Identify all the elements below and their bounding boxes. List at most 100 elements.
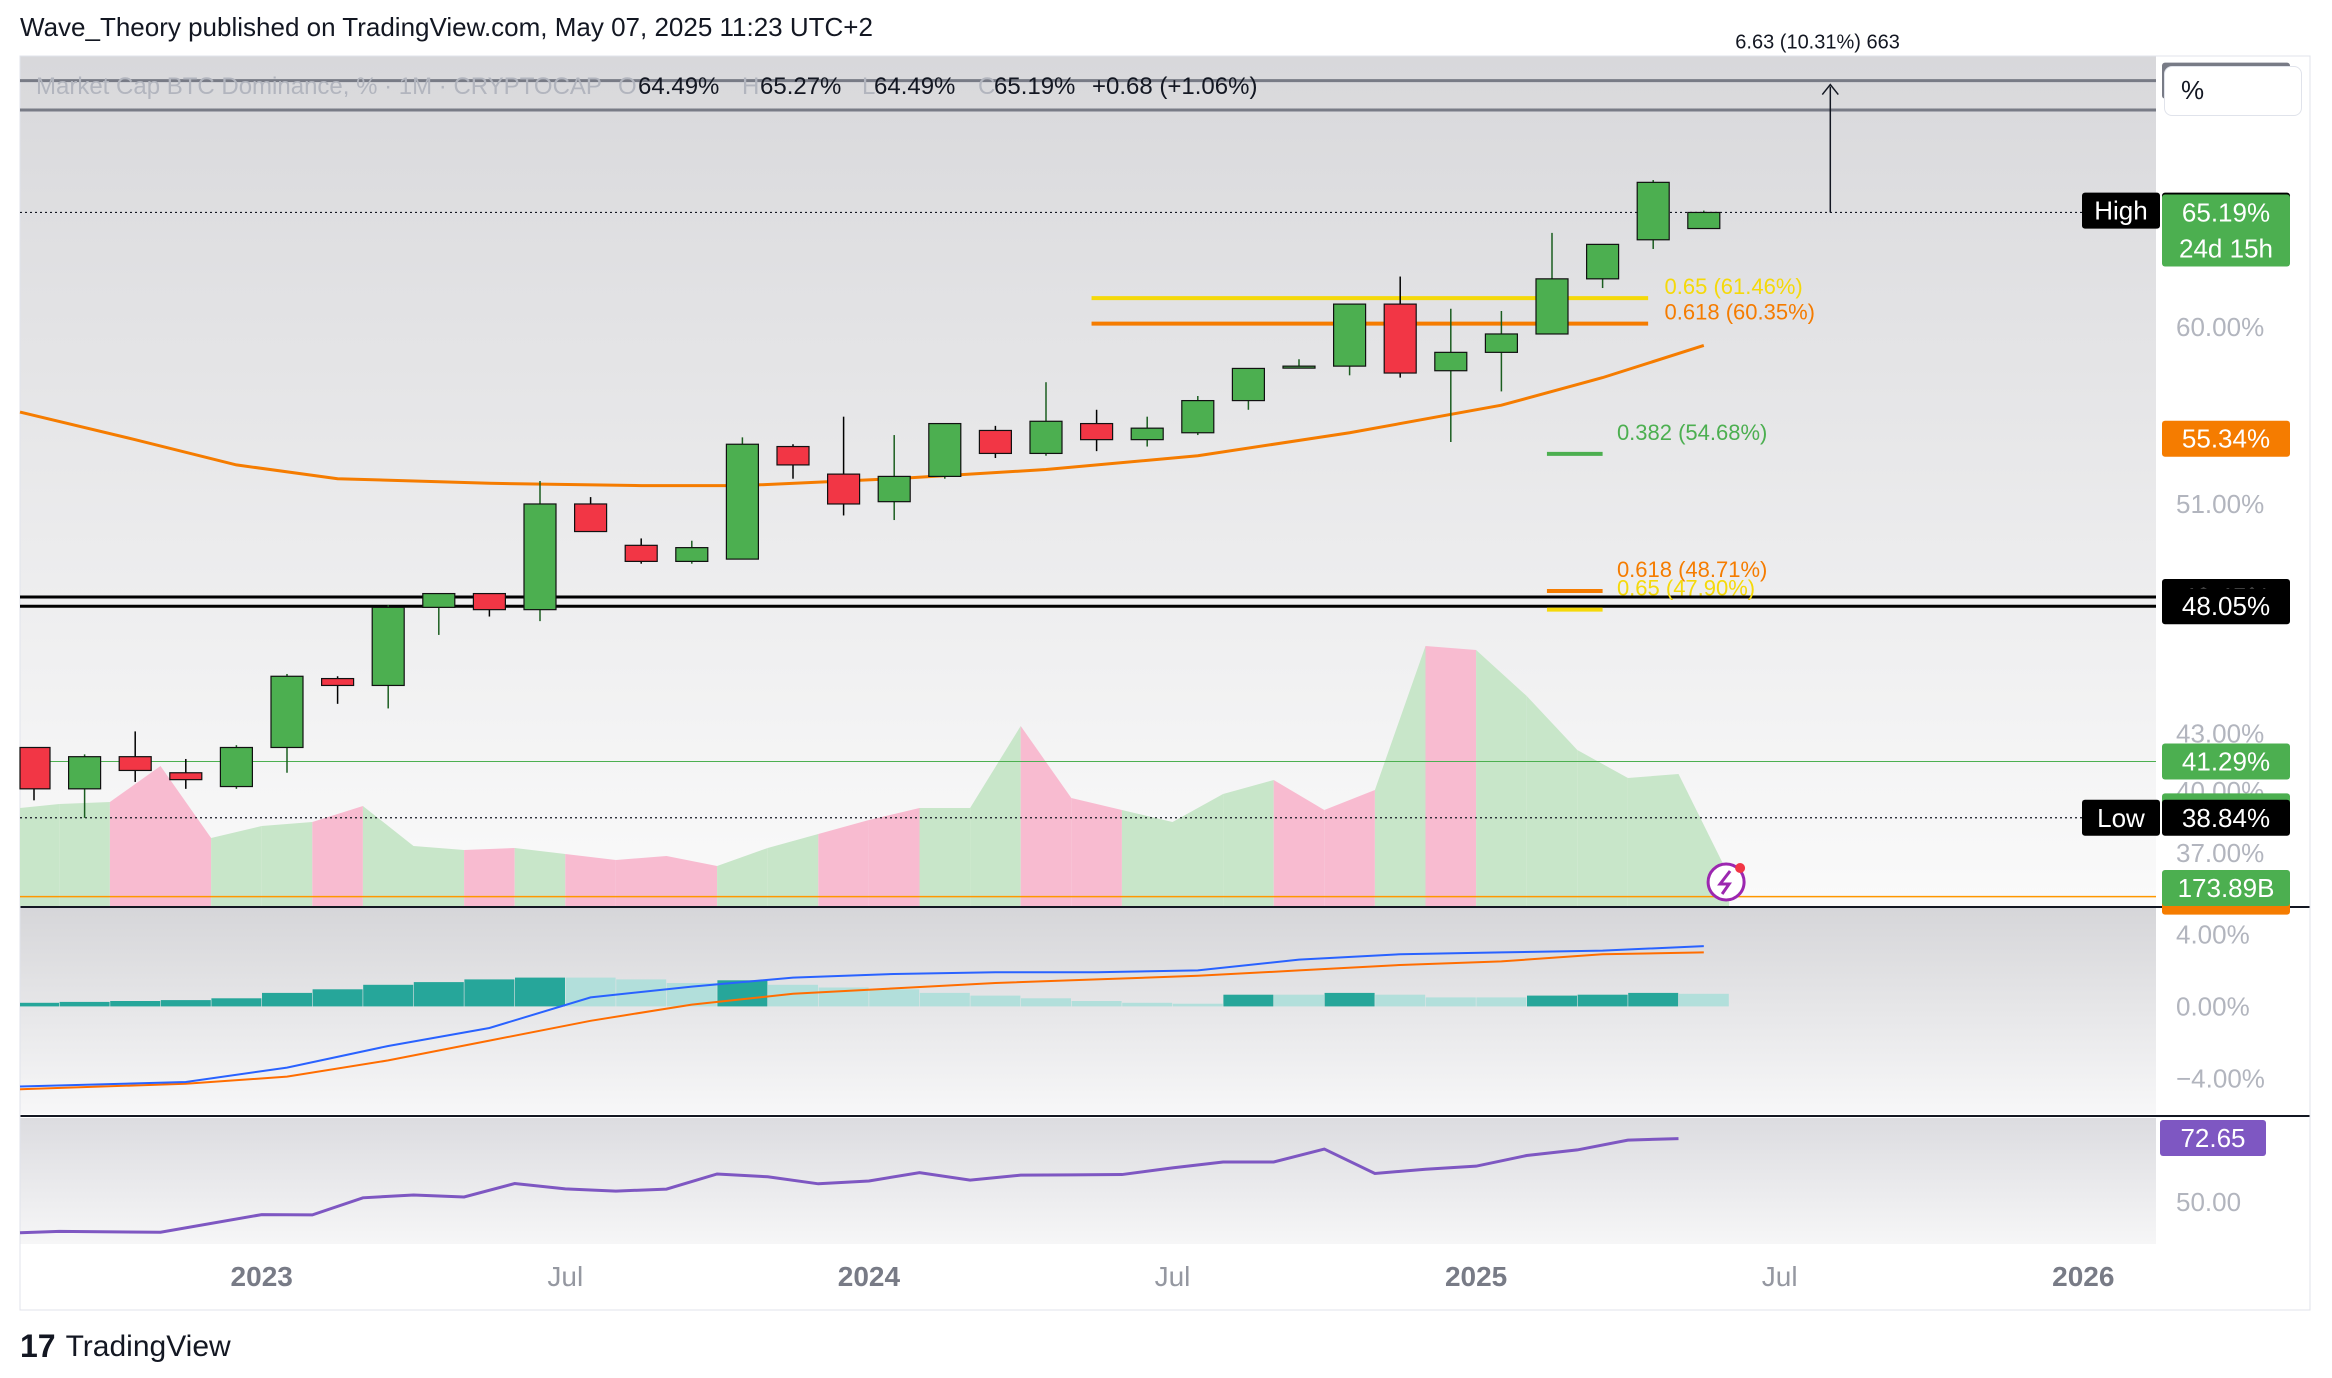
- volume-segment: [1020, 726, 1072, 906]
- time-axis-tick-label: Jul: [1762, 1261, 1798, 1292]
- macd-histogram-bar: [1678, 993, 1729, 1007]
- volume-segment: [160, 766, 212, 906]
- candle-body: [1535, 278, 1569, 335]
- macd-axis-tick-label: 4.00%: [2176, 919, 2250, 949]
- candle-body: [725, 443, 760, 560]
- candle-body: [1282, 365, 1316, 369]
- macd-histogram-bar: [1425, 997, 1476, 1007]
- macd-histogram-bar: [59, 1001, 110, 1007]
- candle-body: [1029, 420, 1063, 455]
- macd-histogram-bar: [1021, 998, 1071, 1007]
- price-tag: [2162, 799, 2290, 836]
- publisher-line: Wave_Theory published on TradingView.com…: [20, 12, 873, 42]
- volume-tag: [2162, 870, 2290, 906]
- macd-histogram-bar: [1476, 997, 1527, 1007]
- candle-body: [1585, 243, 1620, 280]
- legend-close-value: 65.19%: [994, 73, 1075, 100]
- macd-signal-line: [19, 951, 1704, 1091]
- macd-histogram-bar: [1172, 1003, 1223, 1007]
- volume-segment: [565, 854, 616, 906]
- macd-histogram-bar: [160, 1000, 211, 1007]
- fib-level-label: 0.618 (48.71%): [1617, 557, 1767, 582]
- tradingview-footer: 17 TradingView: [20, 1328, 231, 1365]
- macd-pane-background: [20, 908, 2156, 1114]
- candle-body: [1181, 399, 1215, 434]
- side-tag: [2082, 799, 2160, 836]
- macd-histogram-bar: [363, 984, 414, 1007]
- macd-histogram-bar: [717, 980, 768, 1007]
- volume-segment: [59, 802, 110, 906]
- volume-segment: [20, 804, 60, 906]
- macd-histogram-bar: [515, 977, 565, 1007]
- macd-histogram-bar: [312, 989, 363, 1007]
- candle-body: [877, 475, 911, 503]
- volume-segment: [1223, 780, 1274, 906]
- rsi-pane-background: [20, 1118, 2156, 1244]
- macd-histogram-bar: [1071, 1001, 1122, 1007]
- macd-histogram-bar: [1324, 992, 1375, 1007]
- volume-segment: [818, 820, 869, 906]
- alert-flash-icon: [1706, 862, 1746, 902]
- legend-high-value: 65.27%: [760, 73, 841, 100]
- time-axis-tick-label: 2023: [231, 1261, 293, 1292]
- legend-close-label: C: [978, 73, 995, 100]
- macd-histogram-bar: [1628, 992, 1679, 1007]
- volume-segment: [1577, 750, 1628, 906]
- candle-body: [1079, 422, 1114, 441]
- volume-segment: [514, 848, 566, 906]
- macd-histogram-bar: [413, 982, 464, 1007]
- fib-level-label: 0.65 (47.90%): [1617, 576, 1755, 601]
- price-tag: [2162, 743, 2290, 780]
- candle-body: [19, 746, 51, 790]
- candle-body: [1231, 367, 1266, 402]
- legend-low-label: L: [862, 73, 875, 100]
- volume-segment: [312, 806, 363, 906]
- candle-body: [1636, 181, 1670, 241]
- time-axis-tick-label: 2026: [2052, 1261, 2114, 1292]
- rsi-tag-label: 72.65: [2180, 1123, 2245, 1153]
- macd-line: [19, 945, 1704, 1088]
- volume-segment: [362, 806, 414, 906]
- macd-histogram-bar: [970, 995, 1021, 1007]
- macd-axis-tick-label: 0.00%: [2176, 991, 2250, 1021]
- macd-histogram-bar: [768, 984, 818, 1007]
- candle-body: [67, 756, 102, 790]
- price-tag-label: 65.19%: [2182, 197, 2270, 227]
- macd-histogram-bar: [211, 998, 262, 1007]
- price-tag-label: 55.34%: [2182, 424, 2270, 454]
- side-tag-label: High: [2094, 196, 2147, 226]
- fib-level-label: 0.382 (54.68%): [1617, 420, 1767, 445]
- candle-body: [1332, 303, 1367, 367]
- candle-body: [1484, 333, 1519, 353]
- volume-segment: [1627, 774, 1679, 906]
- macd-histogram-bar: [110, 1001, 161, 1007]
- macd-histogram-bar: [1274, 994, 1324, 1007]
- volume-segment: [1071, 798, 1122, 906]
- macd-histogram-bar: [1527, 995, 1577, 1007]
- time-axis-tick-label: Jul: [547, 1261, 583, 1292]
- tradingview-logo-icon: 17: [20, 1328, 56, 1364]
- measure-arrow-head: [1821, 83, 1839, 96]
- candle-body: [118, 756, 152, 772]
- macd-histogram-bar: [1122, 1002, 1173, 1007]
- volume-segment: [615, 856, 667, 906]
- candle-body: [422, 592, 456, 608]
- legend-high-label: H: [742, 73, 759, 100]
- volume-segment: [109, 766, 161, 906]
- legend-open-value: 64.49%: [638, 73, 719, 100]
- candle-body: [472, 592, 506, 611]
- countdown-label: 24d 15h: [2179, 233, 2273, 263]
- candle-body: [371, 606, 405, 687]
- time-axis-tick-label: 2025: [1445, 1261, 1507, 1292]
- macd-histogram-bar: [1577, 994, 1628, 1007]
- percent-scale-button[interactable]: %: [2164, 66, 2302, 116]
- candle-body: [1383, 303, 1417, 374]
- volume-segment: [1476, 650, 1527, 906]
- price-tag-label: 38.84%: [2182, 803, 2270, 833]
- price-tag-label: 41.29%: [2182, 747, 2270, 777]
- time-axis-tick-label: Jul: [1155, 1261, 1191, 1292]
- volume-segment: [1273, 780, 1325, 906]
- candle-body: [219, 746, 253, 788]
- fib-level-label: 0.618 (60.35%): [1665, 300, 1815, 325]
